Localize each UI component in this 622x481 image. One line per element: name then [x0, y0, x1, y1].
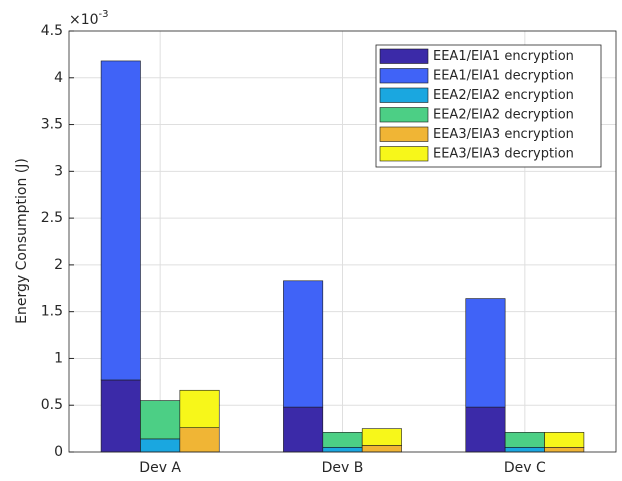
- y-scale-exponent: -3: [99, 9, 109, 20]
- y-tick-label: 2: [54, 257, 63, 273]
- legend-swatch: [379, 68, 429, 84]
- legend-label: EEA1/EIA1 encryption: [433, 49, 574, 64]
- bar-segment: [544, 447, 585, 453]
- legend-swatch: [379, 126, 429, 142]
- y-tick-label: 3: [54, 163, 63, 179]
- y-tick-label: 4.5: [41, 23, 63, 39]
- bar-segment: [283, 406, 324, 453]
- legend-label: EEA2/EIA2 decryption: [433, 107, 574, 122]
- x-tick-label: Dev C: [504, 460, 546, 476]
- y-tick-label: 1.5: [41, 304, 63, 320]
- bar-segment: [361, 428, 402, 446]
- bar-segment: [100, 60, 141, 381]
- legend-label: EEA1/EIA1 decryption: [433, 68, 574, 83]
- bar-segment: [504, 432, 545, 448]
- bar-segment: [361, 445, 402, 453]
- y-axis-label: Energy Consumption (J): [14, 158, 30, 324]
- x-tick-label: Dev B: [322, 460, 364, 476]
- bar-segment: [465, 298, 506, 408]
- x-tick-label: Dev A: [139, 460, 181, 476]
- y-tick-label: 1: [54, 350, 63, 366]
- bar-segment: [179, 389, 220, 428]
- bar-segment: [504, 447, 545, 453]
- bar-segment: [465, 406, 506, 453]
- legend-label: EEA3/EIA3 encryption: [433, 127, 574, 142]
- bar-segment: [140, 438, 181, 453]
- axes-box: [68, 30, 617, 453]
- bar-segment: [544, 432, 585, 448]
- legend-label: EEA2/EIA2 encryption: [433, 88, 574, 103]
- y-scale-base: ×10: [69, 12, 99, 28]
- y-tick-label: 0.5: [41, 397, 63, 413]
- legend-label: EEA3/EIA3 decryption: [433, 146, 574, 161]
- y-tick-label: 3.5: [41, 117, 63, 133]
- y-tick-label: 0: [54, 444, 63, 460]
- legend: EEA1/EIA1 encryption EEA1/EIA1 decryption…: [375, 44, 602, 168]
- bar-segment: [283, 280, 324, 408]
- bar-segment: [100, 379, 141, 453]
- bar-segment: [322, 432, 363, 448]
- bar-segment: [179, 427, 220, 453]
- bar-segment: [322, 447, 363, 453]
- legend-swatch: [379, 87, 429, 103]
- bar-segment: [140, 400, 181, 440]
- y-tick-label: 4: [54, 70, 63, 86]
- legend-swatch: [379, 107, 429, 123]
- legend-swatch: [379, 146, 429, 162]
- legend-swatch: [379, 48, 429, 64]
- y-scale-label: ×10-3: [69, 9, 109, 28]
- y-tick-label: 2.5: [41, 210, 63, 226]
